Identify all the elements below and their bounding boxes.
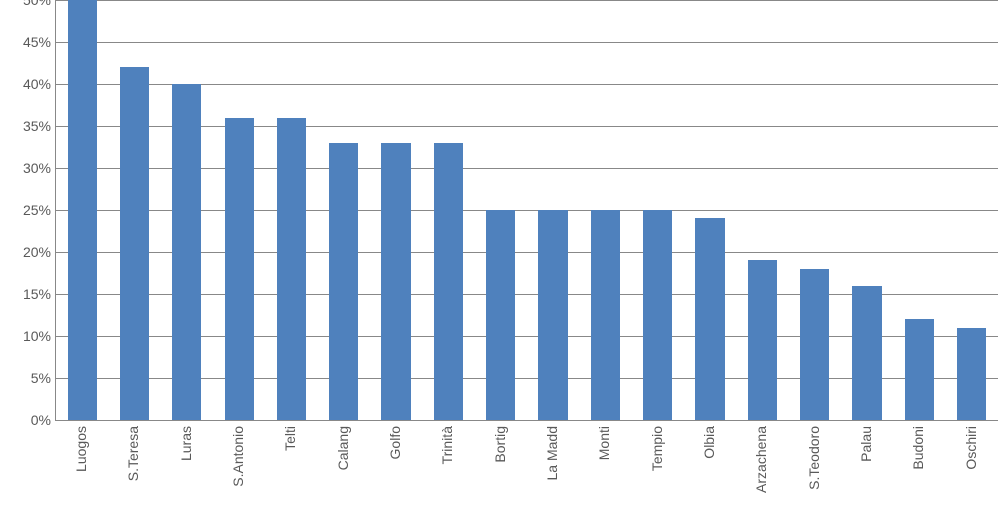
bar-slot <box>579 0 631 420</box>
bar-slot <box>684 0 736 420</box>
y-tick-label: 5% <box>6 370 51 386</box>
bar <box>120 67 149 420</box>
x-tick-label: Telti <box>282 426 298 451</box>
x-label-slot: Arzachena <box>735 426 787 526</box>
x-label-slot: S.Antonio <box>212 426 264 526</box>
bar <box>905 319 934 420</box>
bar <box>486 210 515 420</box>
y-tick-label: 0% <box>6 412 51 428</box>
x-label-slot: Tempio <box>631 426 683 526</box>
x-axis-labels: Luogos S.Teresa Luras S.Antonio Telti Calang G… <box>55 426 997 526</box>
bar-slot <box>632 0 684 420</box>
x-tick-label: Monti <box>596 426 612 460</box>
y-tick-label: 10% <box>6 328 51 344</box>
bar-slot <box>736 0 788 420</box>
bar-slot <box>265 0 317 420</box>
bar-slot <box>893 0 945 420</box>
x-tick-label: Oschiri <box>963 426 979 470</box>
y-tick-label: 35% <box>6 118 51 134</box>
x-label-slot: Telti <box>264 426 316 526</box>
bar-slot <box>841 0 893 420</box>
plot-area <box>55 0 998 421</box>
bar <box>591 210 620 420</box>
x-label-slot: S.Teodoro <box>788 426 840 526</box>
x-label-slot: Budoni <box>892 426 944 526</box>
bar-chart: 0% 5% 10% 15% 20% 25% 30% 35% 40% 45% 50% Luogos S.… <box>0 0 1007 532</box>
bar-slot <box>946 0 998 420</box>
x-tick-label: Trinità <box>439 426 455 464</box>
x-tick-label: Golfo <box>387 426 403 459</box>
x-tick-label: La Madd <box>544 426 560 480</box>
x-label-slot: La Madd <box>526 426 578 526</box>
x-label-slot: Trinità <box>421 426 473 526</box>
x-label-slot: Golfo <box>369 426 421 526</box>
x-label-slot: Palau <box>840 426 892 526</box>
bar-slot <box>213 0 265 420</box>
x-tick-label: Arzachena <box>753 426 769 493</box>
bar-slot <box>318 0 370 420</box>
y-tick-label: 45% <box>6 34 51 50</box>
bar-slot <box>161 0 213 420</box>
x-label-slot: Luras <box>160 426 212 526</box>
bar <box>329 143 358 420</box>
bar-slot <box>422 0 474 420</box>
bar <box>643 210 672 420</box>
bar-slot <box>527 0 579 420</box>
x-label-slot: Olbia <box>683 426 735 526</box>
bar <box>748 260 777 420</box>
bar <box>225 118 254 420</box>
y-tick-label: 20% <box>6 244 51 260</box>
x-tick-label: Olbia <box>701 426 717 459</box>
bar <box>68 0 97 420</box>
bar-slot <box>475 0 527 420</box>
bar <box>172 84 201 420</box>
x-label-slot: Oschiri <box>945 426 997 526</box>
bar-slot <box>108 0 160 420</box>
bar <box>695 218 724 420</box>
bar <box>800 269 829 420</box>
bar-slot <box>789 0 841 420</box>
bar <box>538 210 567 420</box>
x-tick-label: Budoni <box>910 426 926 470</box>
x-tick-label: S.Antonio <box>230 426 246 487</box>
bar-slot <box>56 0 108 420</box>
y-tick-label: 50% <box>6 0 51 8</box>
bar <box>852 286 881 420</box>
x-tick-label: Calang <box>335 426 351 470</box>
y-tick-label: 40% <box>6 76 51 92</box>
x-tick-label: S.Teresa <box>125 426 141 481</box>
x-tick-label: S.Teodoro <box>806 426 822 490</box>
x-label-slot: Monti <box>578 426 630 526</box>
x-label-slot: S.Teresa <box>107 426 159 526</box>
x-tick-label: Tempio <box>649 426 665 471</box>
y-tick-label: 30% <box>6 160 51 176</box>
bars-container <box>56 0 998 420</box>
bar <box>277 118 306 420</box>
x-tick-label: Luras <box>178 426 194 461</box>
bar-slot <box>370 0 422 420</box>
x-tick-label: Luogos <box>73 426 89 472</box>
x-label-slot: Luogos <box>55 426 107 526</box>
x-label-slot: Bortig <box>474 426 526 526</box>
bar <box>381 143 410 420</box>
x-tick-label: Bortig <box>492 426 508 463</box>
y-tick-label: 25% <box>6 202 51 218</box>
x-label-slot: Calang <box>317 426 369 526</box>
x-tick-label: Palau <box>858 426 874 462</box>
bar <box>957 328 986 420</box>
y-tick-label: 15% <box>6 286 51 302</box>
bar <box>434 143 463 420</box>
